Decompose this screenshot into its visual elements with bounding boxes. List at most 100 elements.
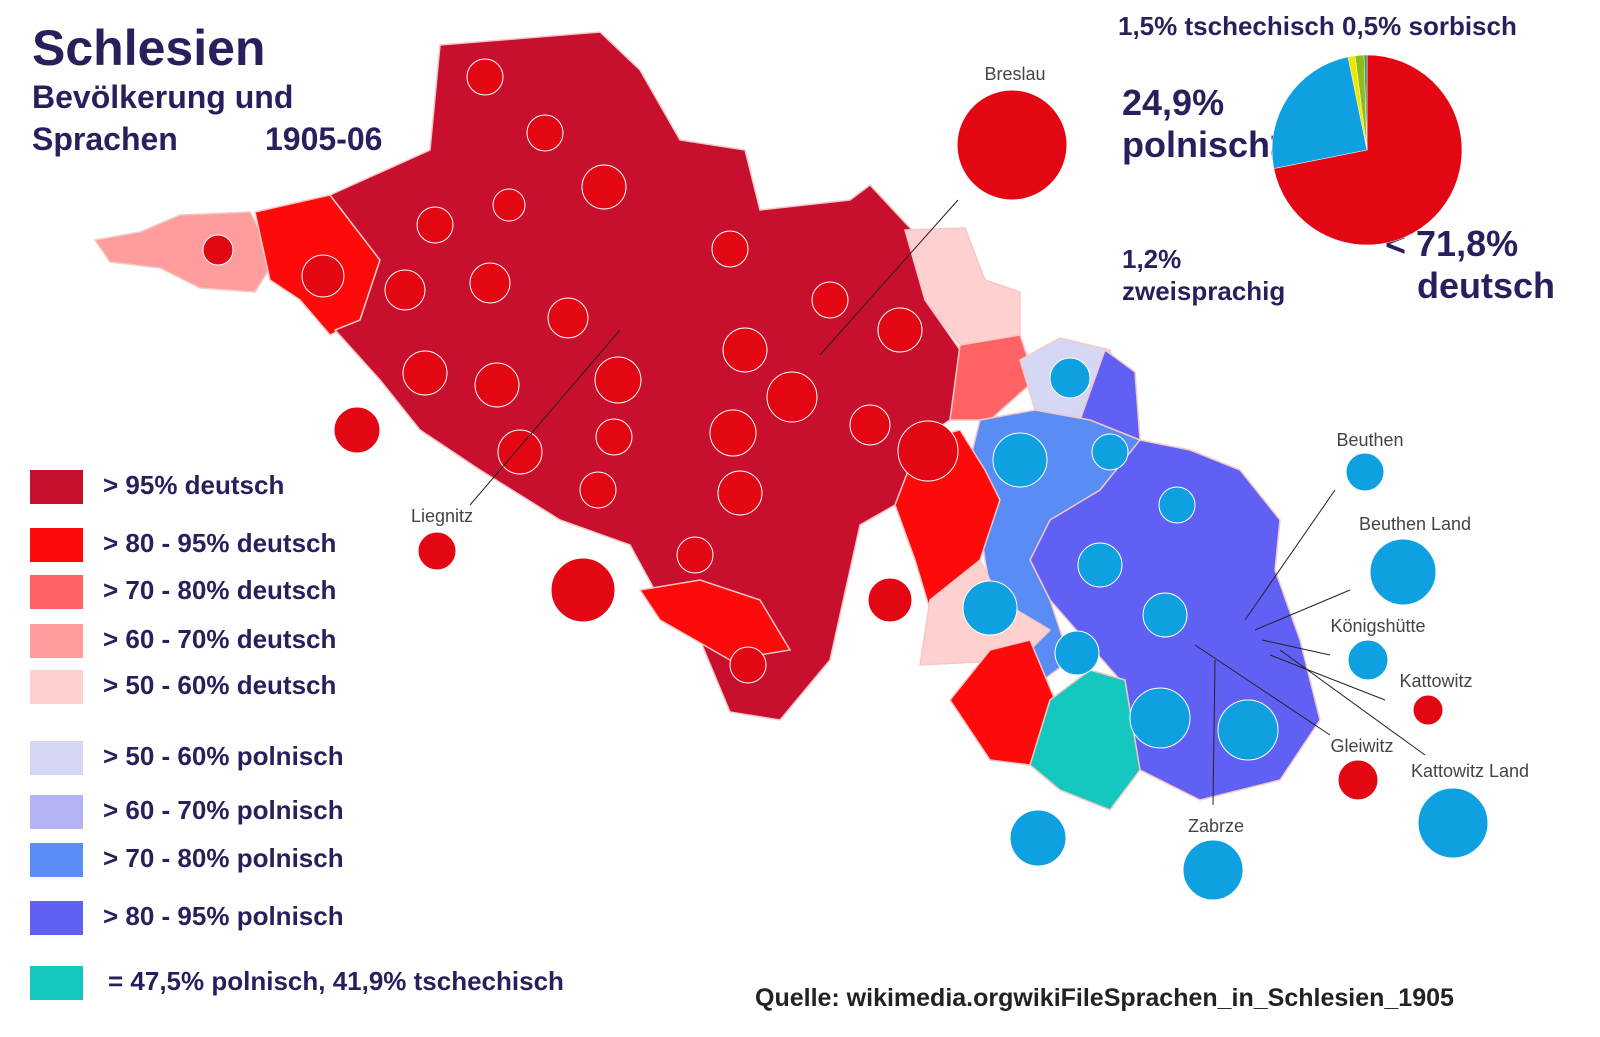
district-pie [469,262,511,304]
district-pie [1129,687,1191,749]
legend-swatch [30,901,83,935]
legend-swatch [30,528,83,562]
source: Quelle: wikimedia.orgwikiFileSprachen_in… [755,984,1454,1012]
district-pie [595,418,633,456]
district-pie [956,89,1068,201]
region [1029,669,1141,811]
district-pie [1347,639,1389,681]
legend-swatch [30,795,83,829]
region [949,334,1036,421]
district-pie [594,356,642,404]
city-label: Zabrze [1188,816,1244,836]
region [93,211,276,293]
district-pie [1091,433,1129,471]
pie-label: zweisprachig [1122,276,1285,306]
pie-label: deutsch [1417,265,1555,306]
city-label: Beuthen Land [1359,514,1471,534]
district-pie [811,281,849,319]
district-pie [1345,452,1385,492]
legend-label: > 80 - 95% polnisch [103,901,344,931]
legend-label: = 47,5% polnisch, 41,9% tschechisch [108,966,564,996]
city-label: Beuthen [1336,430,1403,450]
district-pie [581,164,627,210]
legend-swatch [30,470,83,504]
district-pie [497,429,543,475]
district-pie [417,531,457,571]
leader [819,199,959,356]
district-pie [333,406,381,454]
district-pie [384,269,426,311]
district-pie [1054,630,1100,676]
district-pie [1009,809,1067,867]
legend-label: > 50 - 60% deutsch [103,670,336,700]
period: 1905-06 [265,121,382,157]
pie-note: 1,5% tschechisch 0,5% sorbisch [1118,11,1517,41]
legend-label: > 70 - 80% polnisch [103,843,344,873]
district-pie [1077,542,1123,588]
city-label: Kattowitz [1399,671,1472,691]
pie-label: 1,2% [1122,244,1181,274]
legend-swatch [30,966,83,1000]
leader [1254,589,1351,631]
pie-label: 24,9% [1122,82,1224,123]
district-pie [550,557,616,623]
leader [1269,654,1386,701]
district-pie [526,114,564,152]
district-pie [877,307,923,353]
district-pie [962,580,1018,636]
subtitle: Sprachen [32,121,178,157]
district-pie [1142,592,1188,638]
district-pie [402,350,448,396]
region [638,579,792,661]
district-pie [1369,538,1437,606]
district-pie [492,188,526,222]
pie-slice [1273,54,1463,246]
leader [1212,659,1216,806]
legend: > 95% deutsch > 80 - 95% deutsch > 70 - 80… [30,470,564,1000]
leader [1261,639,1331,656]
leader [469,329,621,506]
city-label: Königshütte [1330,616,1425,636]
legend-label: > 50 - 60% polnisch [103,741,344,771]
city-label: Breslau [984,64,1045,84]
district-pie [474,362,520,408]
region [904,227,1021,346]
leader [1194,644,1331,736]
district-pie [849,404,891,446]
pie-slice [1363,54,1368,151]
legend-swatch [30,741,83,775]
district-pie [1182,839,1244,901]
district-pie [676,536,714,574]
district-pie [992,432,1048,488]
district-pie [1337,759,1379,801]
legend-label: > 70 - 80% deutsch [103,575,336,605]
legend-label: > 95% deutsch [103,470,284,500]
district-pies [202,58,1489,901]
district-pie [579,471,617,509]
leader-lines [469,199,1426,806]
subtitle: Bevölkerung und [32,79,293,115]
district-pie [709,409,757,457]
district-pie [416,206,454,244]
district-pie [717,470,763,516]
district-pie [547,297,589,339]
district-pie [711,230,749,268]
district-pie [466,58,504,96]
district-pie [722,327,768,373]
district-pie [897,420,959,482]
leader [1279,649,1426,756]
district-pie [867,577,913,623]
district-pie [1412,694,1444,726]
legend-swatch [30,624,83,658]
pie-label: polnisch> [1122,124,1291,165]
district-pie [301,254,345,298]
title: Schlesien [32,20,265,76]
city-labels: Breslau Liegnitz Beuthen Beuthen Land Königs… [411,64,1529,836]
map [93,31,1321,811]
legend-label: > 80 - 95% deutsch [103,528,336,558]
pie-slice [1271,56,1368,169]
city-label: Gleiwitz [1330,736,1393,756]
legend-label: > 60 - 70% polnisch [103,795,344,825]
district-pie [1049,357,1091,399]
